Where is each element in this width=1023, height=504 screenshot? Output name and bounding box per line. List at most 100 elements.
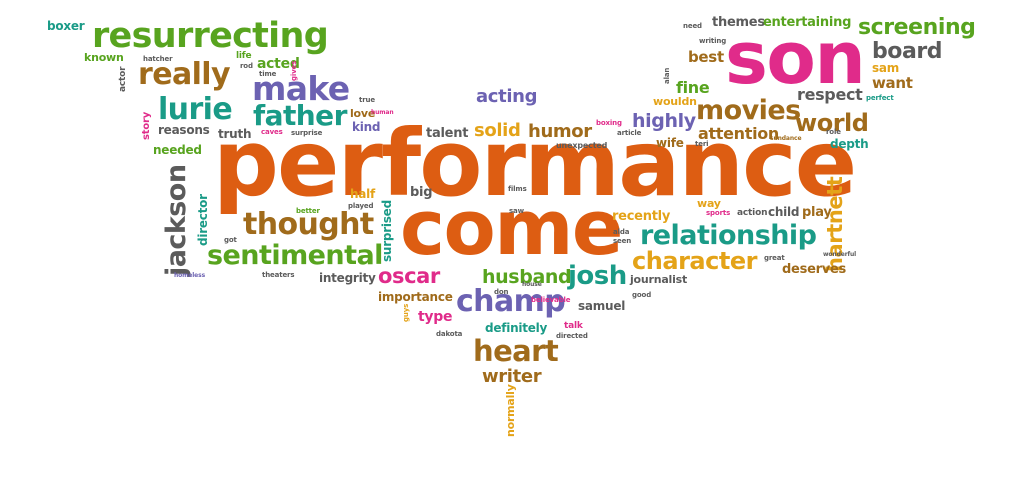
word-performance: performance (213, 110, 857, 217)
word-great: great (764, 254, 785, 262)
word-josh: josh (568, 261, 627, 291)
word-teri: teri (695, 140, 709, 148)
word-samuel: samuel (578, 299, 626, 313)
word-best: best (688, 48, 724, 66)
word-humor: humor (528, 121, 592, 142)
word-want: want (872, 74, 913, 92)
word-true: true (359, 96, 375, 104)
word-theaters: theaters (262, 271, 295, 279)
word-surprised: surprised (380, 200, 394, 262)
word-alan: alan (663, 67, 671, 84)
word-themes: themes (712, 15, 765, 30)
word-normally: normally (504, 384, 517, 437)
word-action: action (737, 208, 768, 218)
word-journalist: journalist (630, 273, 687, 286)
word-dakota: dakota (436, 330, 463, 338)
word-talk: talk (564, 321, 583, 331)
word-writing: writing (699, 37, 727, 45)
word-solid: solid (474, 120, 521, 141)
word-unexpected: unexpected (556, 141, 608, 150)
word-saw: saw (509, 207, 524, 215)
word-story: story (141, 111, 152, 140)
word-entertaining: entertaining (763, 15, 852, 30)
word-sports: sports (706, 209, 731, 217)
word-definitely: definitely (485, 321, 548, 335)
word-attention: attention (698, 124, 779, 143)
word-oscar: oscar (378, 264, 440, 288)
word-films: films (508, 185, 527, 193)
word-role: role (826, 128, 841, 136)
word-wonderful: wonderful (823, 251, 857, 258)
word-homeless: homeless (174, 272, 206, 279)
word-caves: caves (261, 128, 283, 136)
word-son: son (725, 16, 866, 100)
word-don: don (494, 288, 509, 296)
word-kind: kind (352, 120, 381, 134)
word-love: love (350, 107, 376, 120)
word-respect: respect (797, 85, 863, 104)
word-come: come (400, 183, 623, 272)
word-sentimental: sentimental (207, 240, 383, 271)
word-time: time (259, 70, 277, 78)
word-surprise: surprise (291, 129, 323, 137)
word-reasons: reasons (158, 123, 210, 137)
word-hatcher: hatcher (143, 55, 173, 63)
word-highly: highly (632, 110, 696, 132)
word-life: life (236, 51, 252, 61)
word-wouldn: wouldn (653, 95, 697, 108)
word-played: played (348, 202, 374, 210)
word-rod: rod (240, 62, 253, 70)
word-got: got (224, 236, 237, 244)
word-house: house (522, 281, 542, 288)
word-lurie: lurie (158, 92, 233, 127)
word-acted: acted (257, 56, 300, 72)
word-big: big (410, 185, 433, 200)
word-half: half (350, 187, 376, 201)
word-acting: acting (476, 86, 538, 107)
word-thought: thought (243, 207, 374, 242)
word-champ: champ (456, 284, 566, 319)
word-depth: depth (830, 137, 869, 151)
word-type: type (418, 309, 453, 325)
word-better: better (296, 207, 320, 215)
word-deserves: deserves (782, 262, 847, 277)
word-play: play (802, 205, 832, 220)
word-jackson: jackson (161, 164, 192, 277)
word-recently: recently (612, 209, 671, 224)
word-heart: heart (473, 334, 559, 368)
word-fine: fine (676, 78, 710, 97)
word-character: character (632, 247, 758, 275)
word-integrity: integrity (319, 271, 376, 285)
word-boxer: boxer (47, 19, 85, 33)
word-world: world (795, 109, 869, 137)
word-perfect: perfect (866, 94, 894, 102)
word-movies: movies (696, 95, 801, 126)
word-seen: seen (613, 237, 632, 245)
word-relationship: relationship (640, 220, 817, 251)
word-boxing: boxing (596, 119, 622, 127)
word-resurrecting: resurrecting (92, 16, 329, 56)
word-screening: screening (858, 15, 976, 40)
word-actor: actor (118, 66, 128, 92)
word-child: child (768, 205, 800, 219)
word-needed: needed (153, 143, 202, 157)
word-good: good (632, 291, 652, 299)
word-talent: talent (426, 126, 469, 141)
word-human: human (371, 109, 394, 116)
word-need: need (683, 22, 702, 30)
word-guys: guys (402, 303, 410, 322)
word-way: way (697, 197, 721, 210)
word-believable: believable (531, 296, 571, 304)
word-wife: wife (656, 136, 684, 150)
word-writer: writer (482, 366, 542, 387)
word-make: make (252, 69, 350, 108)
word-father: father (253, 99, 347, 132)
word-article: article (617, 129, 642, 137)
word-known: known (84, 51, 124, 64)
word-director: director (196, 194, 210, 246)
word-alda: alda (613, 228, 630, 236)
word-directed: directed (556, 332, 588, 340)
word-sundance: sundance (770, 135, 802, 142)
word-importance: importance (378, 290, 453, 304)
